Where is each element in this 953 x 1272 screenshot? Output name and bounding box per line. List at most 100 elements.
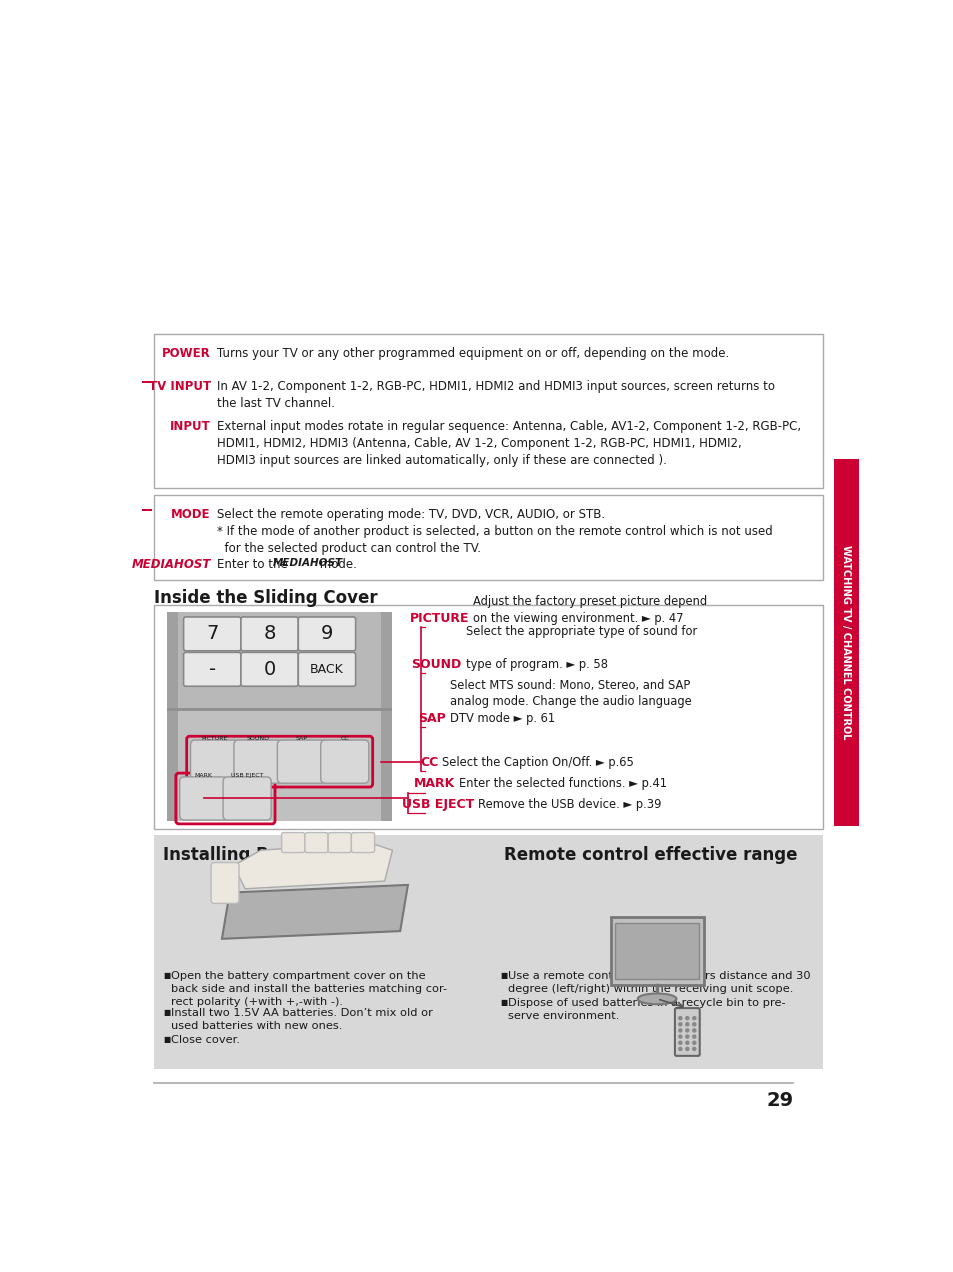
Text: USB EJECT: USB EJECT	[231, 772, 263, 777]
Text: Select the appropriate type of sound for

type of program. ► p. 58: Select the appropriate type of sound for…	[465, 625, 697, 670]
Text: MARK: MARK	[194, 772, 213, 777]
FancyBboxPatch shape	[191, 740, 238, 784]
Text: PICTURE: PICTURE	[201, 735, 228, 740]
Text: Close cover.: Close cover.	[171, 1035, 240, 1046]
Bar	[167, 707, 392, 711]
FancyBboxPatch shape	[183, 617, 241, 651]
Text: 29: 29	[765, 1090, 793, 1109]
Bar	[381, 612, 392, 820]
Circle shape	[679, 1035, 681, 1038]
Text: -: -	[209, 660, 215, 679]
Bar	[178, 612, 381, 710]
Circle shape	[692, 1023, 695, 1025]
Text: Adjust the factory preset picture depend
on the viewing environment. ► p. 47: Adjust the factory preset picture depend…	[473, 595, 707, 625]
Polygon shape	[222, 885, 408, 939]
Text: Remove the USB device. ► p.39: Remove the USB device. ► p.39	[477, 798, 660, 812]
Text: CC: CC	[340, 735, 349, 740]
Circle shape	[679, 1023, 681, 1025]
Text: 8: 8	[263, 625, 275, 644]
Text: Select MTS sound: Mono, Stereo, and SAP
analog mode. Change the audio language
D: Select MTS sound: Mono, Stereo, and SAP …	[450, 679, 691, 725]
Circle shape	[679, 1029, 681, 1032]
Bar	[167, 612, 392, 820]
Text: Installing Batteries: Installing Batteries	[163, 846, 342, 864]
Bar	[167, 612, 178, 820]
Text: CC: CC	[420, 756, 438, 768]
Text: PICTURE: PICTURE	[410, 612, 469, 625]
FancyBboxPatch shape	[154, 495, 822, 580]
Text: Select the Caption On/Off. ► p.65: Select the Caption On/Off. ► p.65	[442, 756, 634, 768]
Circle shape	[692, 1042, 695, 1044]
Text: Turns your TV or any other programmed equipment on or off, depending on the mode: Turns your TV or any other programmed eq…	[216, 347, 728, 360]
Circle shape	[685, 1047, 688, 1051]
Circle shape	[685, 1042, 688, 1044]
Text: ■: ■	[163, 1035, 171, 1044]
FancyBboxPatch shape	[277, 740, 325, 784]
Bar	[142, 509, 152, 510]
Circle shape	[692, 1047, 695, 1051]
Bar	[178, 711, 381, 820]
Text: ■: ■	[163, 1009, 171, 1018]
FancyBboxPatch shape	[298, 617, 355, 651]
FancyBboxPatch shape	[223, 777, 271, 820]
Text: 0: 0	[263, 660, 275, 679]
Text: MEDIAHOST: MEDIAHOST	[273, 558, 342, 569]
Text: Enter the selected functions. ► p.41: Enter the selected functions. ► p.41	[458, 777, 666, 790]
Bar	[833, 459, 858, 827]
Text: BACK: BACK	[310, 663, 343, 675]
Text: WATCHING TV / CHANNEL CONTROL: WATCHING TV / CHANNEL CONTROL	[841, 546, 850, 740]
Text: SAP: SAP	[418, 712, 446, 725]
Text: 7: 7	[206, 625, 218, 644]
FancyBboxPatch shape	[674, 1009, 699, 1056]
Text: Select the remote operating mode: TV, DVD, VCR, AUDIO, or STB.
* If the mode of : Select the remote operating mode: TV, DV…	[216, 508, 772, 555]
FancyBboxPatch shape	[183, 653, 241, 687]
FancyBboxPatch shape	[320, 740, 369, 784]
Bar	[615, 923, 699, 979]
Text: Open the battery compartment cover on the
back side and install the batteries ma: Open the battery compartment cover on th…	[171, 971, 447, 1006]
Circle shape	[679, 1042, 681, 1044]
Text: mode.: mode.	[315, 558, 356, 571]
FancyBboxPatch shape	[179, 777, 228, 820]
Text: SOUND: SOUND	[246, 735, 269, 740]
FancyBboxPatch shape	[154, 333, 822, 487]
Circle shape	[685, 1029, 688, 1032]
FancyBboxPatch shape	[241, 617, 298, 651]
Ellipse shape	[637, 993, 676, 1005]
Polygon shape	[233, 842, 392, 889]
Text: Remote control effective range: Remote control effective range	[503, 846, 797, 864]
FancyBboxPatch shape	[241, 653, 298, 687]
FancyBboxPatch shape	[211, 862, 239, 903]
Text: Dispose of used batteries in a recycle bin to pre-
serve environment.: Dispose of used batteries in a recycle b…	[508, 997, 785, 1020]
Circle shape	[685, 1035, 688, 1038]
Text: TV INPUT: TV INPUT	[149, 380, 211, 393]
Circle shape	[685, 1023, 688, 1025]
FancyBboxPatch shape	[281, 833, 305, 852]
Text: ■: ■	[163, 971, 171, 979]
Circle shape	[692, 1016, 695, 1020]
Text: MEDIAHOST: MEDIAHOST	[132, 558, 211, 571]
Text: ■: ■	[500, 997, 507, 1006]
Text: Enter to the: Enter to the	[216, 558, 294, 571]
Text: INPUT: INPUT	[170, 420, 211, 432]
Text: POWER: POWER	[162, 347, 211, 360]
FancyBboxPatch shape	[351, 833, 375, 852]
Text: Install two 1.5V AA batteries. Don’t mix old or
used batteries with new ones.: Install two 1.5V AA batteries. Don’t mix…	[171, 1009, 433, 1032]
FancyBboxPatch shape	[154, 605, 822, 828]
Circle shape	[692, 1035, 695, 1038]
FancyBboxPatch shape	[305, 833, 328, 852]
Circle shape	[679, 1047, 681, 1051]
Text: SOUND: SOUND	[411, 658, 461, 670]
Bar	[491, 834, 822, 1068]
Text: MODE: MODE	[171, 508, 211, 520]
Text: MARK: MARK	[414, 777, 455, 790]
Bar	[154, 834, 491, 1068]
FancyBboxPatch shape	[298, 653, 355, 687]
Text: Use a remote control up to 7 meters distance and 30
degree (left/right) within t: Use a remote control up to 7 meters dist…	[508, 971, 810, 993]
Circle shape	[685, 1016, 688, 1020]
Circle shape	[692, 1029, 695, 1032]
FancyBboxPatch shape	[233, 740, 282, 784]
Text: Inside the Sliding Cover: Inside the Sliding Cover	[154, 589, 377, 607]
Text: ■: ■	[500, 971, 507, 979]
Circle shape	[679, 1016, 681, 1020]
Text: USB EJECT: USB EJECT	[401, 798, 474, 812]
FancyBboxPatch shape	[328, 833, 351, 852]
